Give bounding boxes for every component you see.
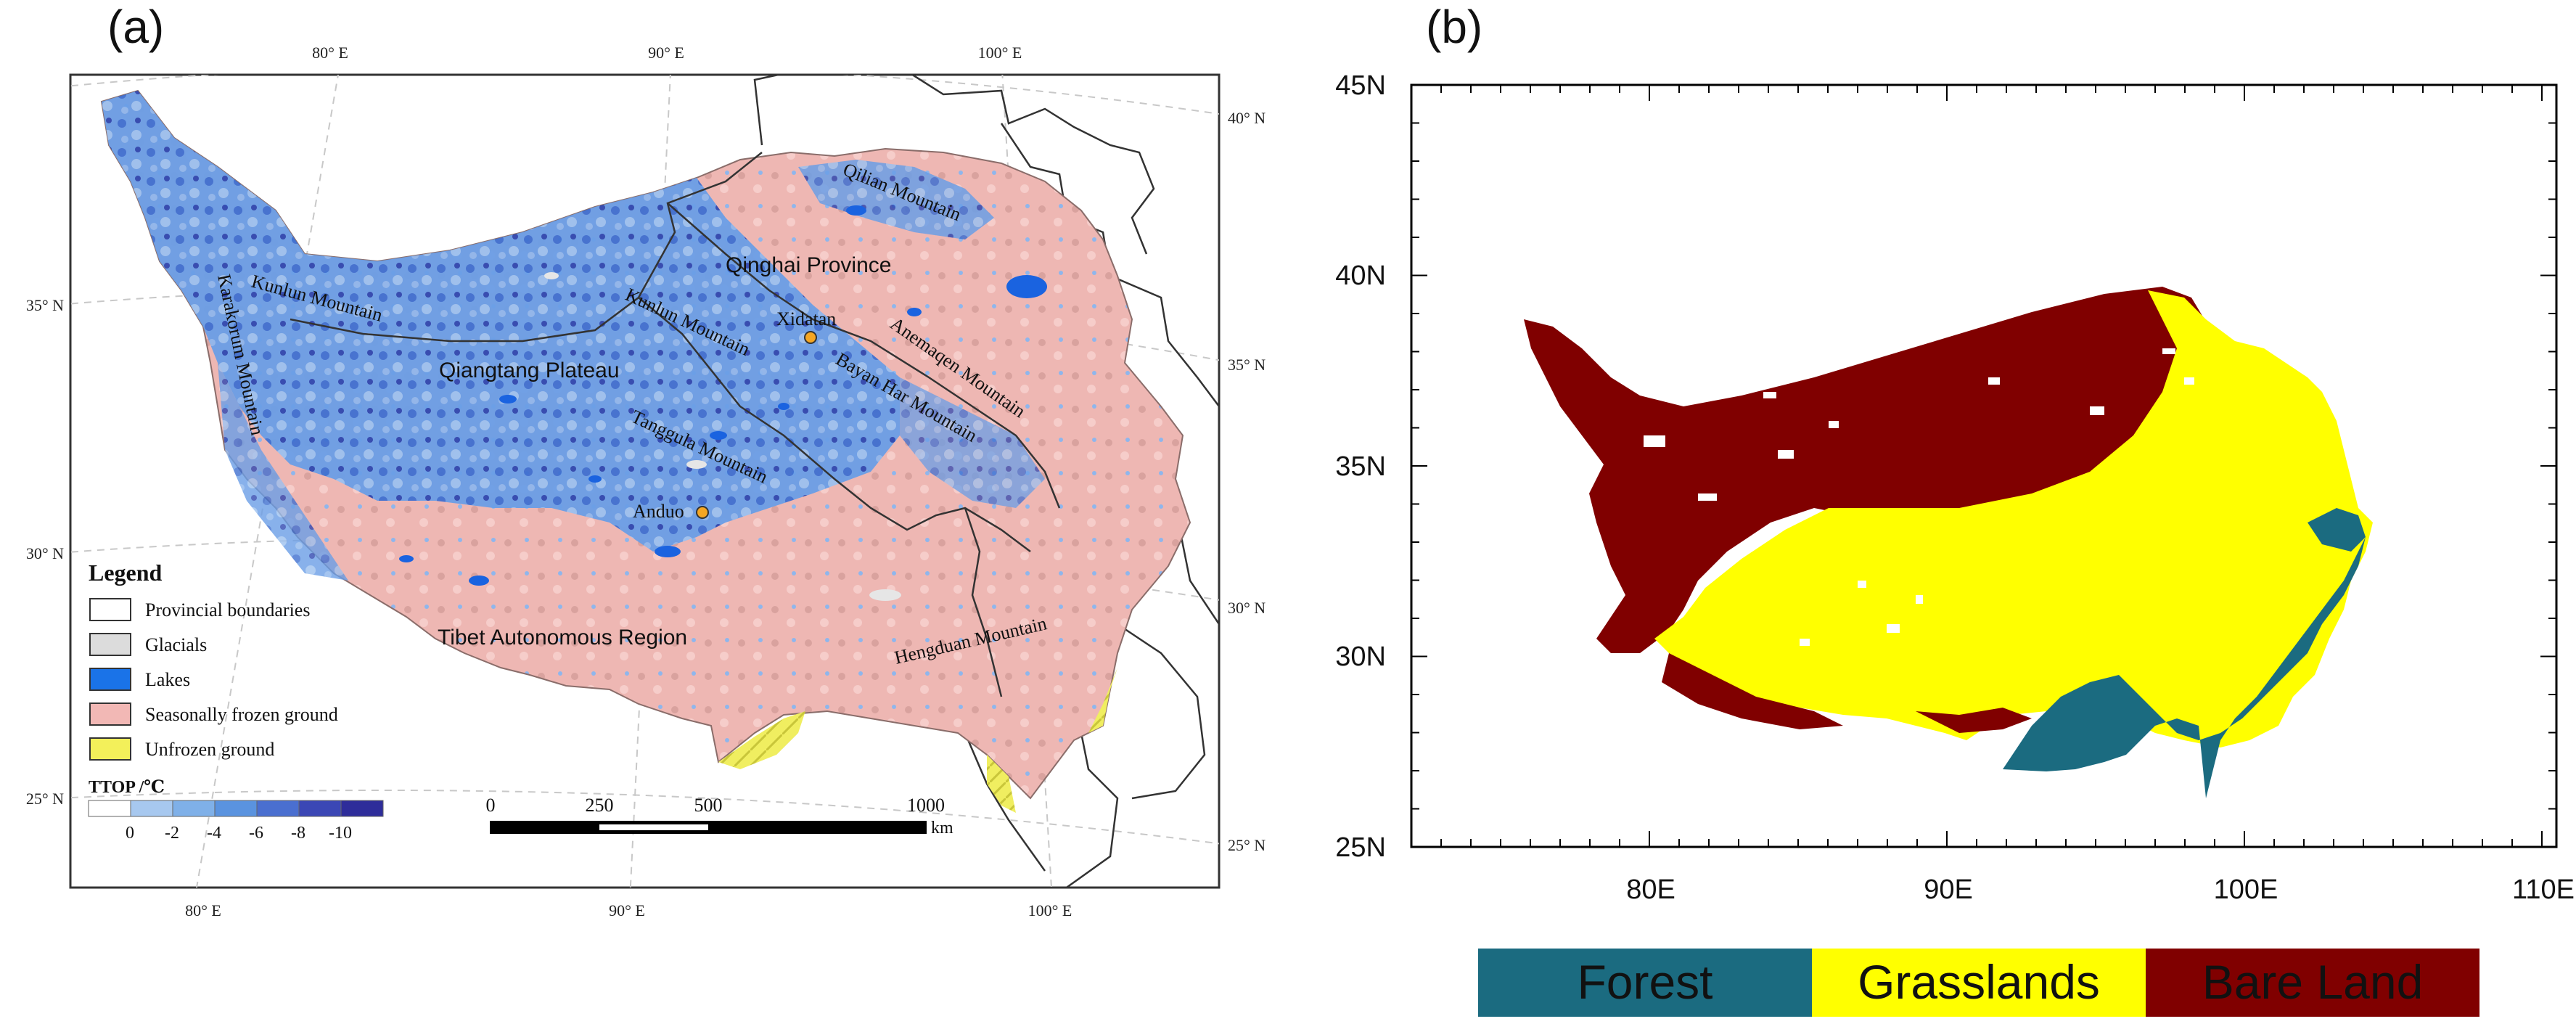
ttop-color-cell: [214, 800, 258, 817]
panel-a-label: (a): [107, 1, 165, 53]
permafrost-area-west: [102, 91, 900, 552]
top-lon-label-90: 90° E: [648, 44, 684, 62]
top-lon-label-80: 80° E: [312, 44, 348, 62]
legend-label-provincial-boundaries: Provincial boundaries: [145, 599, 310, 620]
forest-area: [2003, 523, 2373, 798]
y-tick-25N: 25N: [1335, 832, 1386, 863]
right-lat-label-30: 30° N: [1228, 599, 1266, 617]
panel-b-map: 45N 40N 35N 30N 25N 80E 90E 100E 110E Fo…: [1335, 70, 2575, 1017]
legend-label-unfrozen-ground: Unfrozen ground: [145, 739, 274, 760]
left-lat-label-25: 25° N: [26, 790, 64, 808]
ttop-title: TTOP /℃: [89, 778, 165, 797]
legend-swatch-grasslands: [1812, 949, 2146, 1017]
legend-swatch-lakes: [89, 668, 131, 691]
legend-swatch-unfrozen-ground: [89, 737, 131, 761]
legend-title: Legend: [89, 560, 163, 586]
ttop-tick-label: -4: [207, 824, 221, 843]
panel-b-ticks: [1411, 84, 2556, 848]
ttop-tick-label: -8: [291, 824, 305, 843]
bottom-lon-label-100: 100° E: [1028, 901, 1072, 919]
legend-label-seasonally-frozen-ground: Seasonally frozen ground: [145, 704, 338, 725]
permafrost-area-north: [798, 160, 994, 239]
left-lat-label-35: 35° N: [26, 296, 64, 314]
unfrozen-ground-south: [718, 711, 805, 769]
ttop-tick-label: 0: [126, 824, 134, 843]
label-qinghai-province: Qinghai Province: [726, 253, 891, 277]
legend-swatch-provincial-boundaries: [89, 598, 131, 621]
scale-unit: km: [931, 819, 953, 837]
region-labels: Qinghai Province Tibet Autonomous Region…: [438, 253, 891, 650]
legend-label-bare-land: Bare Land: [2202, 955, 2424, 1009]
ttop-tick-label: -6: [249, 824, 263, 843]
ttop-color-cell: [256, 800, 300, 817]
y-tick-40N: 40N: [1335, 261, 1386, 291]
scale-tick-0: 0: [486, 795, 496, 816]
label-qiangtang-plateau: Qiangtang Plateau: [439, 359, 620, 382]
x-tick-90E: 90E: [1924, 875, 1973, 905]
scale-tick-500: 500: [694, 795, 723, 816]
panel-a-map: 80° E 90° E 100° E 80° E 90° E 100° E 35…: [26, 44, 1266, 919]
forest-area-southeast-fringe: [2308, 508, 2366, 552]
scale-tick-250: 250: [586, 795, 614, 816]
y-tick-35N: 35N: [1335, 451, 1386, 482]
ttop-color-cell: [88, 800, 131, 817]
scale-bar: 0 250 500 1000 km: [486, 795, 954, 837]
permafrost-area-southwest: [218, 363, 348, 581]
ttop-color-cell: [298, 800, 342, 817]
panel-b-label: (b): [1426, 1, 1483, 53]
x-tick-100E: 100E: [2214, 875, 2278, 905]
map-legend: Legend Provincial boundaries Glacials Lake…: [88, 560, 384, 843]
lakes: [399, 205, 1047, 586]
panel-b-axis-labels: 45N 40N 35N 30N 25N 80E 90E 100E 110E: [1335, 70, 2575, 905]
legend-swatch-forest: [1478, 949, 1812, 1017]
bare-land-area: [1524, 287, 2220, 653]
land-cover-legend: Forest Grasslands Bare Land: [1478, 949, 2479, 1017]
legend-swatch-bare-land: [2146, 949, 2479, 1017]
panel-a-axis-labels: 80° E 90° E 100° E 80° E 90° E 100° E 35…: [26, 44, 1266, 919]
no-data-patches: [1644, 348, 2194, 646]
legend-swatch-seasonally-frozen-ground: [89, 703, 131, 726]
station-marker-anduo: [696, 506, 709, 519]
right-lat-label-40: 40° N: [1228, 109, 1266, 127]
legend-label-grasslands: Grasslands: [1858, 955, 2100, 1009]
left-lat-label-30: 30° N: [26, 544, 64, 562]
bare-land-patches: [1662, 653, 2141, 733]
legend-label-forest: Forest: [1577, 955, 1712, 1009]
station-marker-xidatan: [804, 331, 817, 344]
stations: Xidatan Anduo: [633, 308, 836, 522]
station-label-xidatan: Xidatan: [776, 308, 836, 329]
right-lat-label-25: 25° N: [1228, 836, 1266, 854]
ttop-color-cell: [172, 800, 216, 817]
y-tick-30N: 30N: [1335, 642, 1386, 672]
scale-tick-1000: 1000: [907, 795, 945, 816]
station-label-anduo: Anduo: [633, 501, 684, 522]
legend-label-glacials: Glacials: [145, 634, 207, 655]
bottom-lon-label-80: 80° E: [185, 901, 221, 919]
ttop-tick-label: -2: [165, 824, 179, 843]
ttop-color-cell: [340, 800, 384, 817]
permafrost-area-east: [900, 377, 1045, 508]
ttop-color-cell: [130, 800, 173, 817]
scale-bar-segment-white: [599, 824, 708, 830]
ttop-tick-label: -10: [329, 824, 352, 843]
legend-swatch-glacials: [89, 633, 131, 656]
unfrozen-ground-southeast: [987, 668, 1117, 813]
bottom-lon-label-90: 90° E: [609, 901, 645, 919]
province-boundaries: [290, 152, 1061, 697]
y-tick-45N: 45N: [1335, 70, 1386, 101]
top-lon-label-100: 100° E: [978, 44, 1022, 62]
x-tick-80E: 80E: [1626, 875, 1675, 905]
right-lat-label-35: 35° N: [1228, 356, 1266, 374]
x-tick-110E: 110E: [2512, 875, 2575, 905]
legend-label-lakes: Lakes: [145, 669, 190, 690]
label-tibet-autonomous-region: Tibet Autonomous Region: [438, 626, 687, 650]
grasslands-area: [1654, 290, 2373, 747]
glaciers: [544, 272, 901, 601]
